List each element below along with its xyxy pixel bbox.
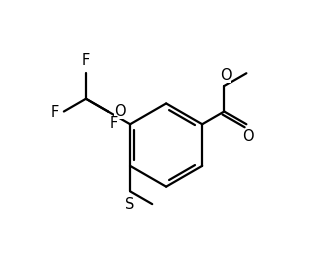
Text: F: F	[51, 105, 59, 120]
Text: F: F	[110, 116, 118, 131]
Text: O: O	[242, 129, 254, 144]
Text: S: S	[125, 197, 134, 212]
Text: O: O	[220, 68, 231, 83]
Text: F: F	[82, 53, 90, 68]
Text: O: O	[114, 104, 126, 119]
